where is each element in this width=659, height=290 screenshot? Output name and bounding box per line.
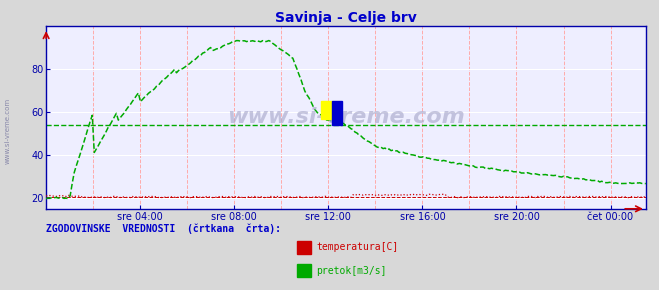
Bar: [332, 101, 343, 125]
Text: temperatura[C]: temperatura[C]: [316, 242, 399, 252]
Text: ZGODOVINSKE  VREDNOSTI  (črtkana  črta):: ZGODOVINSKE VREDNOSTI (črtkana črta):: [46, 224, 281, 234]
Text: www.si-vreme.com: www.si-vreme.com: [227, 108, 465, 127]
Title: Savinja - Celje brv: Savinja - Celje brv: [275, 11, 417, 25]
Text: www.si-vreme.com: www.si-vreme.com: [5, 97, 11, 164]
Bar: [322, 101, 332, 119]
Text: pretok[m3/s]: pretok[m3/s]: [316, 266, 387, 275]
